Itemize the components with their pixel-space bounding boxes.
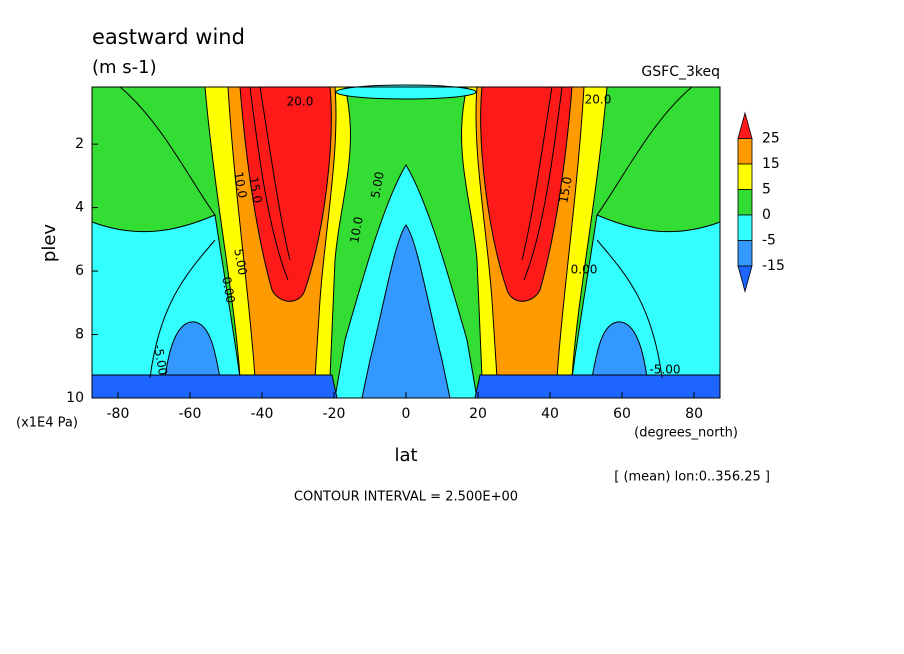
x-tick-label: 80 bbox=[685, 406, 703, 422]
x-axis-label: lat bbox=[394, 445, 417, 466]
contour-line bbox=[521, 86, 553, 261]
colorbar-box bbox=[737, 240, 753, 267]
contour-line bbox=[149, 239, 216, 379]
note: [ (mean) lon:0..356.25 ] bbox=[614, 470, 770, 485]
contour-label: -5.00 bbox=[649, 363, 680, 377]
contour-line bbox=[119, 86, 216, 216]
y-unit: (x1E4 Pa) bbox=[16, 416, 78, 431]
y-tick-label: 8 bbox=[75, 327, 84, 343]
contour-label: 0.00 bbox=[571, 263, 598, 277]
contour-label: 10.0 bbox=[347, 216, 365, 245]
contour-line bbox=[259, 86, 291, 261]
y-tick-label: 6 bbox=[75, 263, 84, 279]
x-tick-label: 40 bbox=[541, 406, 559, 422]
region bbox=[571, 214, 721, 379]
colorbar-box bbox=[737, 265, 753, 294]
colorbar-label: 5 bbox=[762, 182, 771, 198]
region bbox=[480, 86, 573, 302]
colorbar-label: -15 bbox=[762, 258, 785, 274]
contour-label: 15.0 bbox=[246, 176, 264, 205]
footer: CONTOUR INTERVAL = 2.500E+00 bbox=[294, 490, 518, 505]
chart-title: eastward wind bbox=[92, 25, 245, 49]
colorbar-label: 15 bbox=[762, 156, 780, 172]
contour-label: 10.0 bbox=[231, 171, 249, 200]
contour-label: 5.00 bbox=[231, 248, 249, 277]
contour-label: 20.0 bbox=[585, 93, 612, 107]
contour-label: 0.00 bbox=[219, 276, 237, 305]
colorbar-box bbox=[737, 138, 753, 165]
contour-label: -5.00 bbox=[151, 343, 170, 376]
x-tick-label: 20 bbox=[469, 406, 487, 422]
contour-label: 5.00 bbox=[368, 171, 386, 200]
contour-line bbox=[523, 86, 563, 281]
colorbar-box bbox=[737, 163, 753, 190]
colorbar-label: 0 bbox=[762, 207, 771, 223]
colorbar-box bbox=[737, 189, 753, 216]
x-tick-label: 0 bbox=[402, 406, 411, 422]
region bbox=[591, 321, 648, 379]
x-unit: (degrees_north) bbox=[634, 426, 738, 441]
region bbox=[91, 374, 338, 399]
colorbar-label: 25 bbox=[762, 131, 780, 147]
contour-label: 20.0 bbox=[287, 95, 314, 109]
x-tick-label: -60 bbox=[179, 406, 202, 422]
contour-line bbox=[249, 86, 289, 281]
x-tick-label: -40 bbox=[251, 406, 274, 422]
x-tick-label: 60 bbox=[613, 406, 631, 422]
y-tick-label: 2 bbox=[75, 136, 84, 152]
y-tick-label: 10 bbox=[66, 390, 84, 406]
source-label: GSFC_3keq bbox=[641, 64, 720, 80]
contour-label: 15.0 bbox=[556, 176, 574, 205]
region bbox=[239, 86, 332, 302]
region bbox=[335, 84, 477, 100]
x-tick-label: -20 bbox=[323, 406, 346, 422]
x-tick-label: -80 bbox=[106, 406, 129, 422]
y-tick-label: 4 bbox=[75, 200, 84, 216]
region bbox=[474, 374, 721, 399]
region bbox=[164, 321, 221, 379]
contour-line bbox=[596, 86, 693, 216]
colorbar-label: -5 bbox=[762, 233, 776, 249]
y-axis-label: plev bbox=[39, 224, 60, 263]
contour-line bbox=[596, 239, 663, 379]
colorbar-box bbox=[737, 214, 753, 241]
chart-subtitle: (m s-1) bbox=[92, 57, 157, 78]
